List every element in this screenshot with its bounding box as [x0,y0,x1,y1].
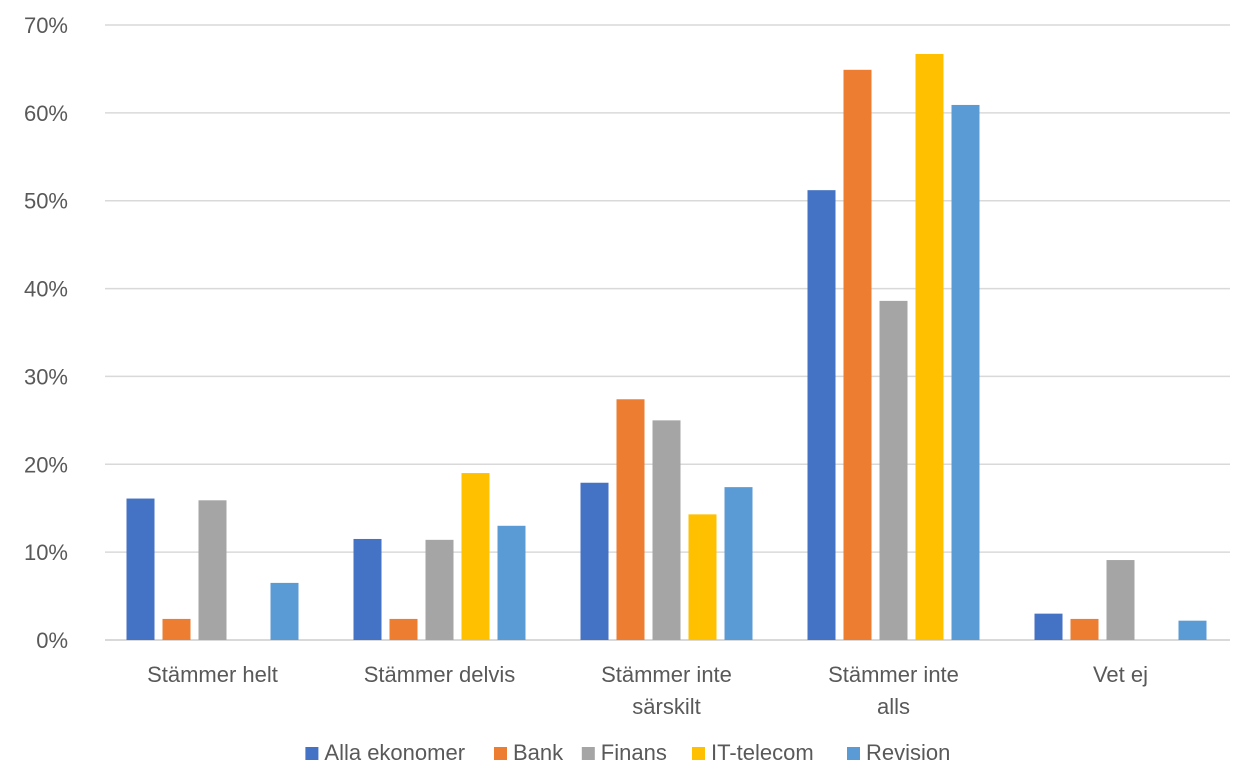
bar-bank [162,618,191,640]
bar-revision [724,487,753,640]
bar-alla-ekonomer [1034,613,1063,640]
y-tick-label: 40% [24,277,68,302]
bar-finans [425,539,454,640]
y-tick-label: 0% [36,628,68,653]
bar-bank [843,69,872,641]
legend-label: IT-telecom [711,740,814,765]
legend-swatch [692,747,705,760]
bar-revision [951,104,980,640]
legend-label: Alla ekonomer [324,740,465,765]
bar-finans [879,300,908,640]
y-tick-label: 70% [24,13,68,38]
legend-item-it-telecom: IT-telecom [692,740,814,765]
y-tick-label: 50% [24,189,68,214]
y-tick-label: 60% [24,101,68,126]
x-category-label: Stämmer delvis [364,662,516,687]
legend-swatch [305,747,319,760]
x-category-label: Vet ej [1093,662,1148,687]
x-category-label: Stämmer inte [601,662,732,687]
x-category-label: Stämmer inte [828,662,959,687]
bar-bank [616,399,645,640]
y-tick-label: 10% [24,540,68,565]
x-category-label: Stämmer helt [147,662,278,687]
legend-swatch [581,747,595,760]
legend-item-finans: Finans [581,740,667,765]
bar-revision [497,525,526,640]
y-axis-tick-labels: 0% 10% 20% 30% 40% 50% 60% 70% [24,13,68,653]
x-category-label: särskilt [632,694,700,719]
bar-alla-ekonomer [580,482,609,640]
bar-it-telecom [688,514,717,640]
bar-it-telecom [915,53,944,640]
bar-it-telecom [461,473,490,640]
bar-alla-ekonomer [807,190,836,640]
bar-alla-ekonomer [126,498,155,640]
bar-bank [1070,618,1099,640]
bar-finans [1106,560,1135,640]
legend-swatch [847,747,860,760]
legend-item-revision: Revision [847,740,950,765]
legend-label: Bank [513,740,564,765]
legend-swatch [494,747,507,760]
legend-label: Revision [866,740,950,765]
legend-item-alla-ekonomer: Alla ekonomer [305,740,465,765]
bar-revision [270,582,299,640]
legend-item-bank: Bank [494,740,564,765]
x-axis-category-labels: Stämmer helt Stämmer delvis Stämmer inte sä… [147,662,1148,719]
x-category-label: alls [877,694,910,719]
legend-label: Finans [601,740,667,765]
bars [126,53,1207,641]
bar-finans [198,500,227,640]
y-tick-label: 20% [24,452,68,477]
bar-bank [389,618,418,640]
y-tick-label: 30% [24,364,68,389]
bar-alla-ekonomer [353,538,382,640]
bar-revision [1178,620,1207,640]
legend: Alla ekonomer Bank Finans IT-telecom Revisio… [305,740,950,765]
bar-finans [652,420,681,640]
